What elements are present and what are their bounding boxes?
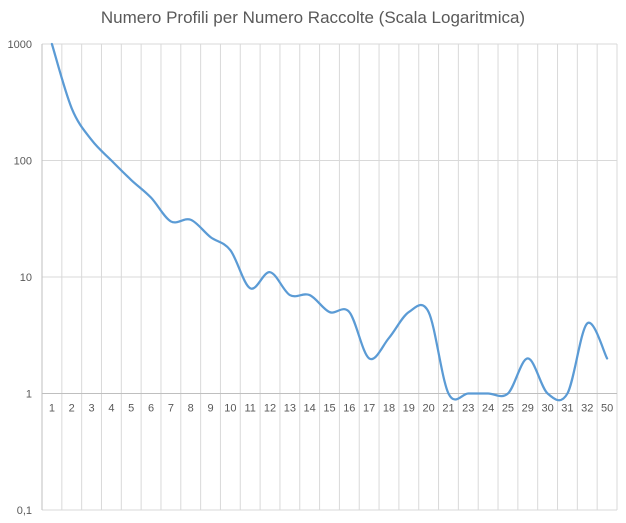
x-tick-label: 10: [224, 403, 236, 415]
x-tick-label: 31: [561, 403, 573, 415]
x-tick-label: 12: [264, 403, 276, 415]
series-line: [50, 42, 609, 402]
x-tick-label: 50: [601, 403, 613, 415]
x-tick-label: 25: [502, 403, 514, 415]
x-tick-label: 19: [403, 403, 415, 415]
y-tick-label: 100: [14, 156, 32, 168]
x-tick-label: 17: [363, 403, 375, 415]
x-tick-label: 9: [207, 403, 213, 415]
x-tick-label: 11: [244, 403, 255, 415]
grid-lines: [42, 43, 618, 511]
axes: [41, 44, 617, 510]
x-tick-label: 14: [304, 403, 316, 415]
y-tick-label: 1000: [8, 39, 32, 51]
x-tick-label: 32: [581, 403, 593, 415]
chart-title: Numero Profili per Numero Raccolte (Scal…: [100, 8, 526, 27]
x-tick-labels: 1 2 3 4 5 6 7 8 9 10 11 12 13 14 15 16 17 18 19 20 21 23 24 25 2…: [49, 403, 613, 415]
x-tick-label: 8: [188, 403, 194, 415]
y-tick-label: 0,1: [17, 505, 32, 517]
x-tick-label: 6: [148, 403, 154, 415]
x-tick-label: 23: [462, 403, 474, 415]
x-tick-label: 5: [128, 403, 134, 415]
x-tick-label: 2: [69, 403, 75, 415]
series-line-path: [50, 42, 609, 402]
x-tick-label: 16: [343, 403, 355, 415]
x-tick-label: 20: [423, 403, 435, 415]
y-tick-label: 10: [20, 272, 32, 284]
y-tick-label: 1: [26, 389, 32, 401]
x-tick-label: 21: [442, 403, 454, 415]
x-tick-label: 3: [89, 403, 95, 415]
x-tick-label: 18: [383, 403, 395, 415]
x-tick-label: 24: [482, 403, 494, 415]
x-tick-label: 13: [284, 403, 296, 415]
x-tick-label: 29: [522, 403, 534, 415]
x-tick-label: 15: [323, 403, 335, 415]
x-tick-label: 30: [541, 403, 553, 415]
x-tick-label: 7: [168, 403, 174, 415]
x-tick-label: 4: [108, 403, 114, 415]
x-tick-label: 1: [49, 403, 55, 415]
y-tick-labels: 0,1 1 10 100 1000: [8, 39, 32, 517]
